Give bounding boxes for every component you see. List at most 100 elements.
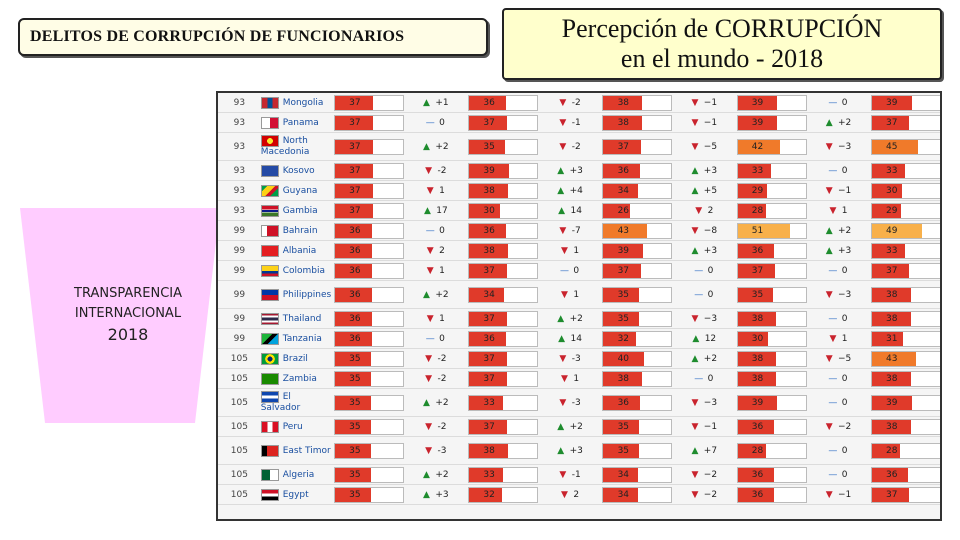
score-cell: 36 — [331, 220, 404, 241]
score-cell: 37 — [868, 260, 940, 281]
score-cell: 39 — [734, 388, 807, 417]
change-value: -7 — [568, 225, 581, 236]
country-link[interactable]: Brazil — [282, 353, 308, 364]
up-arrow-icon: ▲ — [423, 397, 430, 408]
score-cell: 37 — [466, 416, 539, 437]
country-link[interactable]: Panama — [282, 117, 319, 128]
score-cell: 37 — [466, 308, 539, 329]
score-bar: 39 — [602, 242, 673, 259]
table-row: 93 Panama 37 — 0 37 ▼ -1 38 ▼ −1 39 ▲ +2 37 — [218, 112, 940, 133]
score-bar: 43 — [602, 222, 673, 239]
score-bar: 51 — [736, 222, 807, 239]
score-cell: 36 — [331, 240, 404, 261]
score-bar: 35 — [333, 418, 404, 435]
score-value: 37 — [483, 265, 495, 276]
country-link[interactable]: Kosovo — [282, 165, 315, 176]
score-bar-fill — [469, 139, 505, 154]
score-cell: 40 — [600, 348, 673, 369]
score-cell: 35 — [600, 308, 673, 329]
country-link[interactable]: Peru — [282, 421, 303, 432]
score-bar: 39 — [870, 394, 940, 411]
score-value: 35 — [483, 141, 495, 152]
score-bar: 35 — [602, 310, 673, 327]
country-link[interactable]: Tanzania — [282, 333, 322, 344]
change-cell: ▼ -2 — [403, 368, 467, 389]
country-link[interactable]: Egypt — [282, 489, 309, 500]
country-link[interactable]: Mongolia — [282, 97, 324, 108]
score-bar-fill — [871, 263, 910, 278]
score-bar-fill — [737, 419, 775, 434]
table-row: 99 Albania 36 ▼ 2 38 ▼ 1 39 ▲ +3 36 ▲ +3 33 — [218, 240, 940, 261]
score-bar: 33 — [468, 394, 539, 411]
albania-flag — [260, 244, 279, 257]
change-value: +5 — [700, 185, 718, 196]
change-cell: ▼ -3 — [537, 388, 601, 417]
country-link[interactable]: Colombia — [282, 265, 325, 276]
score-bar: 37 — [602, 262, 673, 279]
country-link[interactable]: Philippines — [282, 289, 332, 300]
change-value: 0 — [838, 165, 848, 176]
up-arrow-icon: ▲ — [558, 333, 566, 344]
score-cell: 34 — [600, 180, 673, 201]
country-link[interactable]: Zambia — [282, 373, 317, 384]
change-value: -2 — [434, 373, 447, 384]
score-cell: 26 — [600, 200, 673, 221]
change-cell: ▼ −1 — [671, 112, 735, 133]
score-bar: 30 — [870, 182, 940, 199]
country-link[interactable]: Albania — [282, 245, 317, 256]
up-arrow-icon: ▲ — [825, 245, 833, 256]
up-arrow-icon: ▲ — [558, 205, 566, 216]
score-bar: 37 — [870, 114, 940, 131]
change-value: 14 — [567, 333, 582, 344]
country-link[interactable]: Thailand — [282, 313, 322, 324]
country-link[interactable]: El Salvador — [260, 392, 301, 414]
score-bar-fill — [334, 263, 372, 278]
score-bar-fill — [603, 163, 641, 178]
change-value: 0 — [838, 97, 848, 108]
country-link[interactable]: East Timor — [282, 445, 331, 456]
panama-flag — [260, 116, 279, 129]
right-title-line1: Percepción de CORRUPCIÓN — [561, 14, 883, 43]
country-link[interactable]: Algeria — [282, 469, 315, 480]
score-bar: 38 — [736, 310, 807, 327]
rank-cell: 93 — [218, 200, 261, 221]
country-link[interactable]: Guyana — [282, 185, 318, 196]
score-bar: 34 — [602, 182, 673, 199]
score-bar: 33 — [736, 162, 807, 179]
score-value: 36 — [349, 289, 361, 300]
up-arrow-icon: ▲ — [423, 469, 430, 480]
score-cell: 38 — [466, 180, 539, 201]
country-link[interactable]: Gambia — [282, 205, 318, 216]
score-cell: 30 — [466, 200, 539, 221]
change-cell: ▼ 2 — [403, 240, 467, 261]
score-value: 37 — [617, 265, 630, 276]
country-link[interactable]: North Macedonia — [260, 136, 310, 158]
score-bar-fill — [334, 331, 372, 346]
score-bar: 29 — [736, 182, 807, 199]
score-bar-fill — [334, 395, 371, 410]
score-value: 43 — [886, 353, 898, 364]
score-bar-fill — [871, 223, 922, 238]
score-bar: 33 — [870, 162, 940, 179]
score-cell: 38 — [466, 240, 539, 261]
score-bar: 37 — [333, 94, 404, 111]
change-cell: — 0 — [805, 308, 869, 329]
score-value: 33 — [483, 397, 495, 408]
score-bar-fill — [603, 243, 644, 258]
country-link[interactable]: Bahrain — [282, 225, 318, 236]
change-cell: ▼ -3 — [403, 436, 467, 465]
change-value: 1 — [436, 185, 445, 196]
score-value: 35 — [349, 421, 361, 432]
change-cell: — 0 — [805, 260, 869, 281]
down-arrow-icon: ▼ — [426, 245, 434, 256]
right-title-line2: en el mundo - 2018 — [620, 44, 824, 73]
score-bar: 36 — [602, 162, 673, 179]
change-cell: ▲ +7 — [671, 436, 735, 465]
funnel-line2: INTERNACIONAL — [74, 306, 182, 321]
score-value: 35 — [751, 289, 764, 300]
score-value: 35 — [349, 469, 361, 480]
change-cell: ▼ -1 — [537, 464, 601, 485]
up-arrow-icon: ▲ — [557, 421, 565, 432]
change-cell: — 0 — [805, 388, 869, 417]
change-cell: ▲ 14 — [537, 200, 601, 221]
